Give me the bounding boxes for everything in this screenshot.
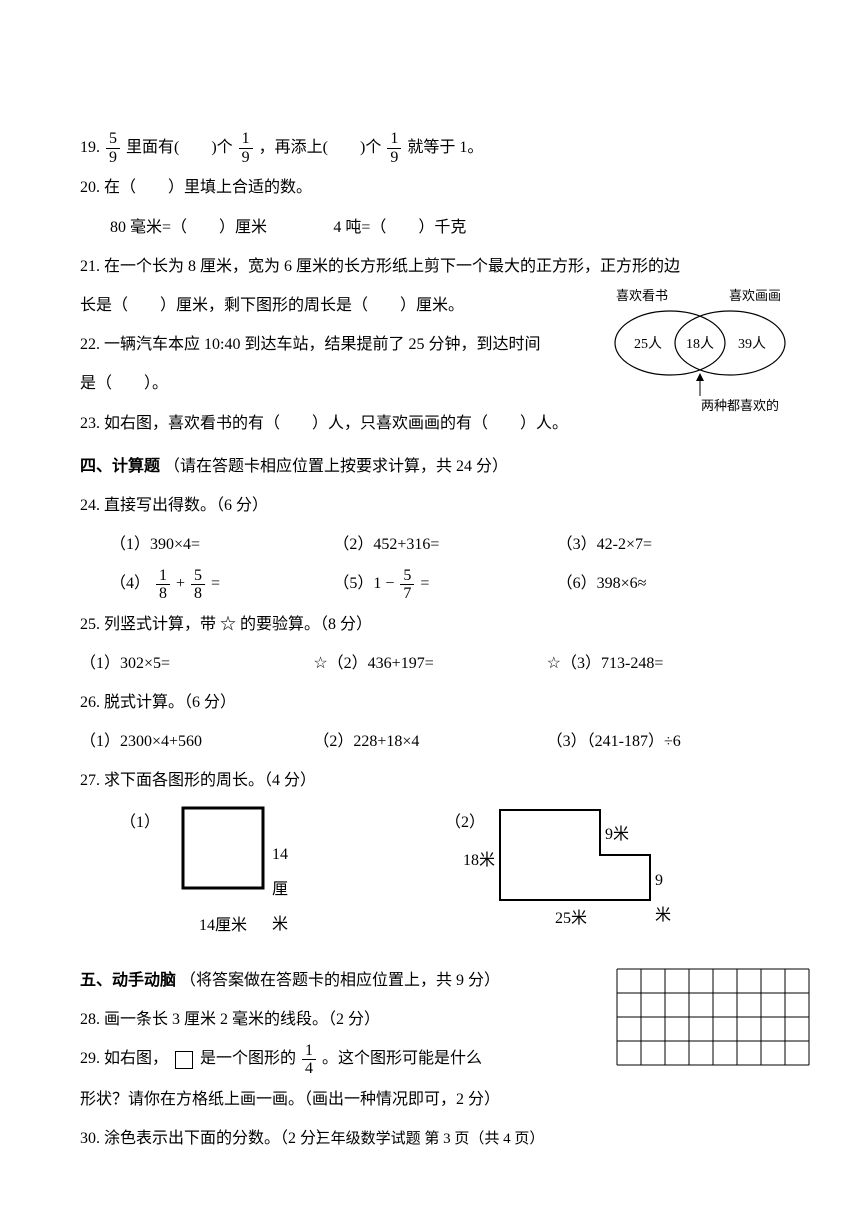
q20-l2a: 80 毫米=（ ）厘米 <box>110 210 333 245</box>
q24-c5: （5）1 − 57 = <box>333 566 556 602</box>
lshape <box>495 805 655 905</box>
q29-t1: 29. 如右图， <box>80 1050 168 1067</box>
q24-c3: （3）42-2×7= <box>557 527 780 562</box>
q19-num: 19. <box>80 139 100 156</box>
square-icon <box>175 1051 193 1069</box>
q27-fig1: （1） 14厘米 14厘米 <box>80 805 395 943</box>
q29-t2: 是一个图形的 <box>200 1050 296 1067</box>
q25-c3: ☆（3）713-248= <box>547 646 780 681</box>
section4: 四、计算题 （请在答题卡相应位置上按要求计算，共 24 分） <box>80 449 780 484</box>
q27-f2-label: （2） <box>445 805 485 840</box>
q19-frac1: 59 <box>106 130 120 166</box>
s5-title: 五、动手动脑 <box>80 972 176 989</box>
q24-c5a: （5）1 − <box>333 575 398 592</box>
q24-c4: （4） 18 + 58 = <box>110 566 333 602</box>
q20-l2: 80 毫米=（ ）厘米 4 吨=（ ）千克 <box>80 210 780 245</box>
venn-left-val: 25人 <box>634 336 662 352</box>
s4-note: （请在答题卡相应位置上按要求计算，共 24 分） <box>164 458 508 475</box>
q25-c1: （1）302×5= <box>80 646 313 681</box>
s5-note: （将答案做在答题卡的相应位置上，共 9 分） <box>180 972 500 989</box>
q21-l1: 21. 在一个长为 8 厘米，宽为 6 厘米的长方形纸上剪下一个最大的正方形，正… <box>80 249 780 284</box>
grid-svg <box>616 968 810 1066</box>
page-footer: 三年级数学试题 第 3 页（共 4 页） <box>0 1123 860 1156</box>
q24-c5-f: 57 <box>400 567 414 603</box>
venn-right-val: 39人 <box>738 336 766 352</box>
q26-row: （1）2300×4+560 （2）228+18×4 （3）（241-187）÷6 <box>80 724 780 759</box>
q24-c2: （2）452+316= <box>333 527 556 562</box>
q29-frac: 14 <box>302 1042 316 1078</box>
venn-diagram: 喜欢看书 喜欢画画 25人 18人 39人 两种都喜欢的 <box>600 288 800 408</box>
q19-t2: ，再添上( )个 <box>259 139 382 156</box>
q26: 26. 脱式计算。（6 分） <box>80 685 780 720</box>
venn-right-label: 喜欢画画 <box>729 288 781 303</box>
q25: 25. 列竖式计算，带 ☆ 的要验算。（8 分） <box>80 607 780 642</box>
q22-l1: 22. 一辆汽车本应 10:40 到达车站，结果提前了 25 分钟，到达时间 <box>80 327 600 362</box>
q27-fig2: （2） 18米 9米 9米 25米 <box>395 805 780 918</box>
venn-mid-val: 18人 <box>686 336 714 352</box>
q24-c4-f1: 18 <box>156 567 170 603</box>
venn-bottom: 两种都喜欢的 <box>701 398 779 413</box>
q19-t3: 就等于 1。 <box>407 139 483 156</box>
q24-c5-eq: = <box>420 575 429 592</box>
answer-grid <box>616 968 810 1079</box>
q24-c4-f2: 58 <box>191 567 205 603</box>
q26-c3: （3）（241-187）÷6 <box>547 724 780 759</box>
q24-row1: （1）390×4= （2）452+316= （3）42-2×7= <box>80 527 780 562</box>
q24-c4-plus: + <box>176 575 189 592</box>
q27-figures: （1） 14厘米 14厘米 （2） 18米 9米 9米 25米 <box>80 805 780 943</box>
q24-c6: （6）398×6≈ <box>557 566 780 602</box>
q24-c1: （1）390×4= <box>110 527 333 562</box>
q26-c2: （2）228+18×4 <box>313 724 546 759</box>
q27-f2-bottom: 25米 <box>555 901 587 936</box>
q29-l2: 形状？请你在方格纸上画一画。（画出一种情况即可，2 分） <box>80 1082 780 1117</box>
q25-row: （1）302×5= ☆（2）436+197= ☆（3）713-248= <box>80 646 780 681</box>
q27-f2-left: 18米 <box>463 843 495 878</box>
q27-f2-rm: 9米 <box>655 863 671 933</box>
q20-l1: 20. 在（ ）里填上合适的数。 <box>80 170 780 205</box>
q24: 24. 直接写出得数。（6 分） <box>80 488 780 523</box>
q19-frac3: 19 <box>387 130 401 166</box>
q19: 19. 59 里面有( )个 19 ，再添上( )个 19 就等于 1。 <box>80 130 780 166</box>
q20-num: 20. <box>80 179 100 196</box>
q24-c4a: （4） <box>110 575 150 592</box>
q27-f2-rt: 9米 <box>605 817 629 852</box>
s4-title: 四、计算题 <box>80 458 160 475</box>
q29-t3: 。这个图形可能是什么 <box>322 1050 482 1067</box>
q19-t1: 里面有( )个 <box>126 139 233 156</box>
q29-l1: 29. 如右图， 是一个图形的 14 。这个图形可能是什么 <box>80 1041 565 1077</box>
q20-l2b: 4 吨=（ ）千克 <box>333 210 556 245</box>
q27: 27. 求下面各图形的周长。（4 分） <box>80 763 780 798</box>
square-shape <box>180 805 270 895</box>
q24-c4-eq: = <box>211 575 220 592</box>
q19-frac2: 19 <box>239 130 253 166</box>
venn-left-label: 喜欢看书 <box>616 288 668 303</box>
q27-f1-label: （1） <box>120 805 160 840</box>
q27-f1-side: 14厘米 <box>272 837 288 943</box>
q27-f1-bottom: 14厘米 <box>180 908 266 943</box>
q26-c1: （1）2300×4+560 <box>80 724 313 759</box>
q24-row2: （4） 18 + 58 = （5）1 − 57 = （6）398×6≈ <box>80 566 780 602</box>
q20-t1: 在（ ）里填上合适的数。 <box>104 179 312 196</box>
q25-c2: ☆（2）436+197= <box>313 646 546 681</box>
